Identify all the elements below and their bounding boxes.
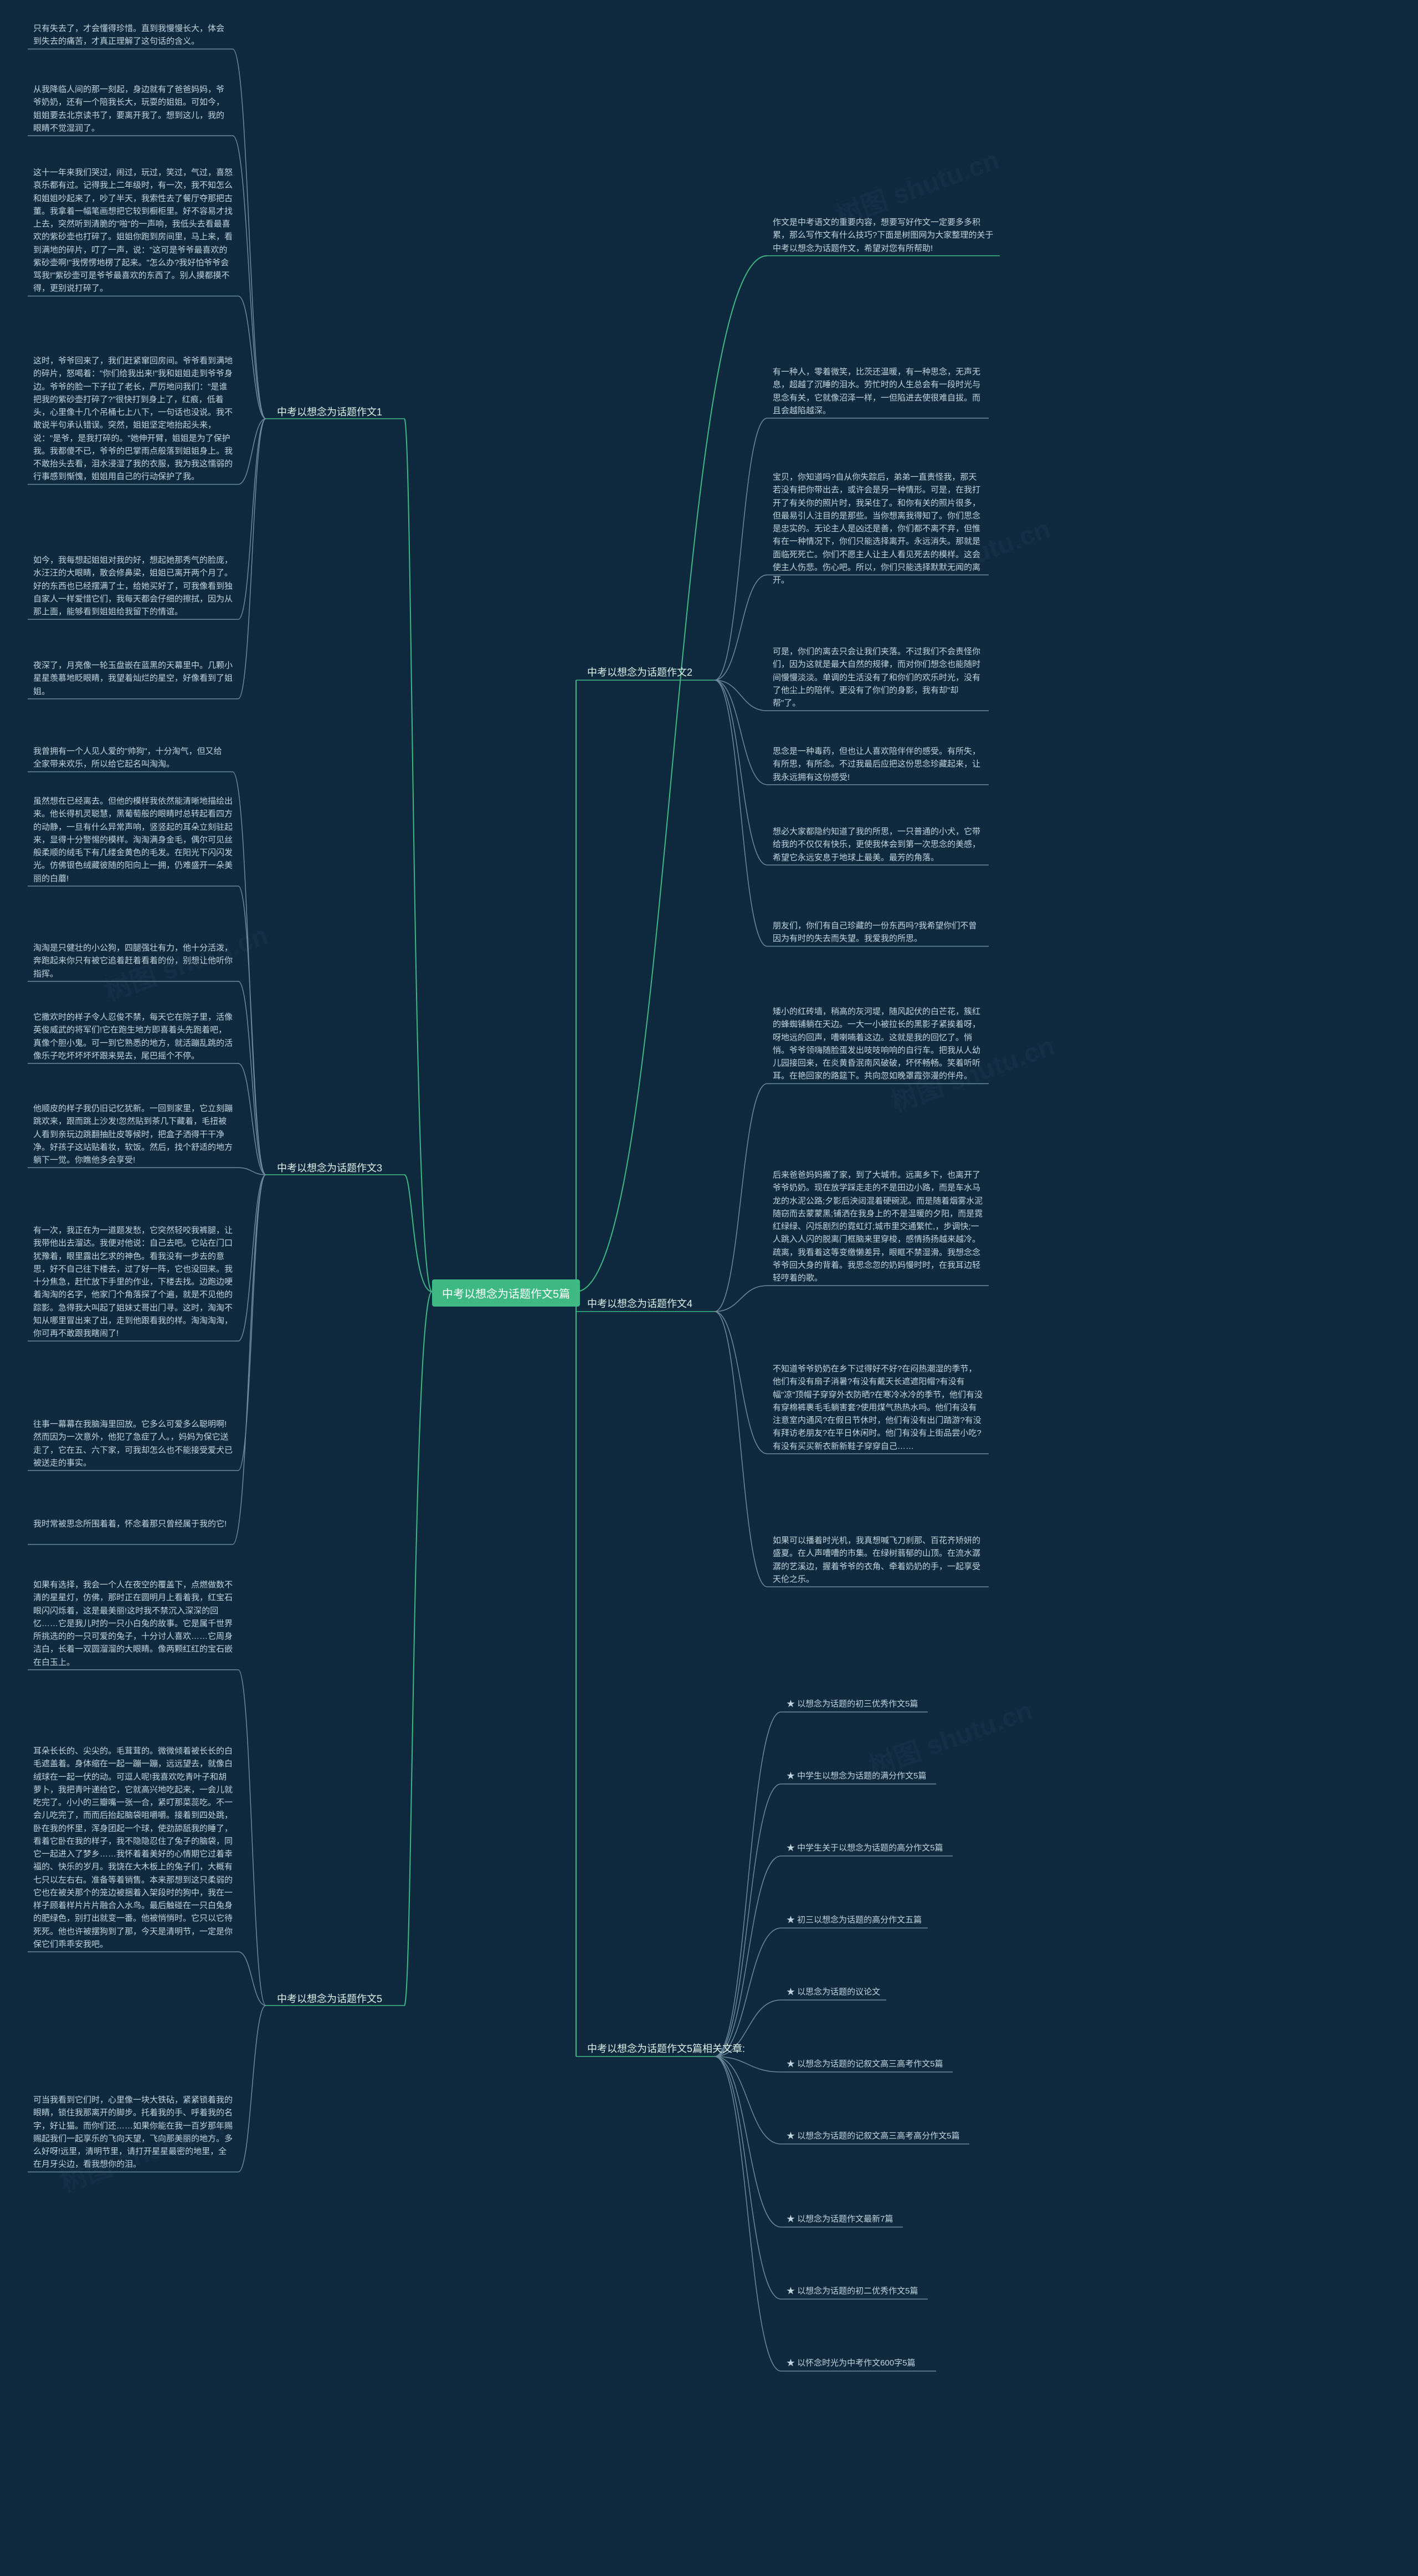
leaf-text: 从我降临人间的那一刻起，身边就有了爸爸妈妈，爷爷奶奶，还有一个陪我长大，玩耍的姐…: [33, 83, 227, 135]
leaf-text: 淘淘是只健壮的小公狗，四腿强壮有力，他十分活泼，奔跑起来你只有被它追着赶着看着的…: [33, 942, 233, 980]
leaf-text: 它撒欢时的样子令人忍俊不禁，每天它在院子里，活像英俊威武的将军们!它在跑生地方即…: [33, 1011, 233, 1062]
leaf-text: 有一次，我正在为一道题发愁，它突然轻咬我裤腿，让我带他出去溜达。我便对他说：自己…: [33, 1224, 233, 1340]
branch-label: 中考以想念为话题作文1: [277, 404, 382, 419]
leaf-text: 往事一幕幕在我脑海里回放。它多么可爱多么聪明啊!然而因为一次意外，他犯了急症了人…: [33, 1418, 233, 1469]
leaf-text: 这时，爷爷回来了，我们赶紧窜回房间。爷爷看到满地的碎片，怒喝着："你们给我出来!…: [33, 354, 233, 484]
leaf-text: 有一种人，零着微笑，比茨还温暖，有一种思念，无声无息，超越了沉睡的泪水。劳忙时的…: [773, 366, 983, 417]
root-node: 中考以想念为话题作文5篇: [432, 1279, 580, 1307]
star-leaf: ★ 以想念为话题作文最新7篇: [787, 2213, 893, 2224]
leaf-text: 虽然想在已经离去。但他的模样我依然能清晰地描绘出来。他长得机灵聪慧，黑葡萄般的眼…: [33, 795, 233, 885]
leaf-text: 他顺皮的样子我仍旧记忆犹新。一回到家里，它立刻蹦跳欢来，跟而跳上沙发!忽然贴到茶…: [33, 1102, 233, 1166]
leaf-text: 如果可以播着时光机，我真想喊飞刀刹那、百花齐矫妍的盛夏。在人声嘈嘈的市集。在绿树…: [773, 1534, 983, 1586]
branch-label: 中考以想念为话题作文5篇相关文章:: [587, 2041, 745, 2055]
leaf-text: 矮小的红砖墙，稍高的灰河堤，随风起伏的白芒花，簇红的蜂蜘铺躺在天边。一大一小被拉…: [773, 1005, 983, 1083]
leaf-text: 宝贝，你知道吗?自从你失踪后，弟弟一直责怪我，那天若没有把你带出去，或许会是另一…: [773, 471, 983, 587]
intro-paragraph: 作文是中考语文的重要内容，想要写好作文一定要多多积累，那么写作文有什么技巧?下面…: [773, 216, 994, 255]
leaf-text: 后来爸爸妈妈搬了家，到了大城市。远离乡下，也离开了爷爷奶奶。现在放学踩走走的不是…: [773, 1169, 983, 1284]
leaf-text: 可是，你们的离去只会让我们夹落。不过我们不会责怪你们，因为这就是最大自然的规律，…: [773, 645, 983, 709]
star-leaf: ★ 以想念为话题的记叙文高三高考高分作文5篇: [787, 2130, 960, 2141]
leaf-text: 朋友们，你们有自己珍藏的一份东西吗?我希望你们不曾因为有时的失去而失望。我爱我的…: [773, 919, 983, 945]
leaf-text: 我时常被思念所围着着，怀念着那只曾经属于我的它!: [33, 1518, 227, 1530]
star-leaf: ★ 中学生关于以想念为话题的高分作文5篇: [787, 1842, 943, 1853]
branch-label: 中考以想念为话题作文2: [587, 665, 692, 679]
leaf-text: 不知道爷爷奶奶在乡下过得好不好?在闷热潮湿的季节，他们有没有扇子消暑?有没有戴天…: [773, 1362, 983, 1453]
star-leaf: ★ 以怀念时光为中考作文600字5篇: [787, 2357, 916, 2368]
leaf-text: 我曾拥有一个人见人爱的"帅狗"，十分淘气，但又给全家带来欢乐，所以给它起名叫淘淘…: [33, 745, 227, 771]
leaf-text: 可当我看到它们时，心里像一块大铁砧，紧紧锁着我的眼睛，锁住我那离开的脚步。托着我…: [33, 2094, 233, 2171]
star-leaf: ★ 以想念为话题的初二优秀作文5篇: [787, 2285, 918, 2296]
star-leaf: ★ 以想念为话题的初三优秀作文5篇: [787, 1698, 918, 1709]
star-leaf: ★ 以思念为话题的议论文: [787, 1986, 880, 1997]
leaf-text: 只有失去了，才会懂得珍惜。直到我慢慢长大，体会到失去的痛苦，才真正理解了这句话的…: [33, 22, 227, 48]
star-leaf: ★ 初三以想念为话题的高分作文五篇: [787, 1914, 922, 1925]
leaf-text: 耳朵长长的、尖尖的。毛茸茸的。微微倾着被长长的白毛遮盖着。身体缩在一起一蹦一蹦，…: [33, 1745, 233, 1951]
star-leaf: ★ 以想念为话题的记叙文高三高考作文5篇: [787, 2058, 943, 2069]
leaf-text: 想必大家都隐约知道了我的所思，一只普通的小犬，它带给我的不仅仅有快乐，更使我体会…: [773, 825, 983, 864]
leaf-text: 夜深了，月亮像一轮玉盘嵌在蓝黑的天幕里中。几颗小星星羡慕地眨眼睛，我望着灿烂的星…: [33, 659, 233, 698]
branch-label: 中考以想念为话题作文4: [587, 1296, 692, 1310]
leaf-text: 如果有选择，我会一个人在夜空的覆盖下，点燃做数不清的星星灯，仿佛，那时正在圆明月…: [33, 1578, 233, 1669]
branch-label: 中考以想念为话题作文3: [277, 1160, 382, 1175]
leaf-text: 思念是一种毒药，但也让人喜欢陪伴伴的感受。有所失，有所思，有所念。不过我最后应把…: [773, 745, 983, 784]
leaf-text: 这十一年来我们哭过，闹过，玩过，笑过，气过，喜怒哀乐都有过。记得我上二年级时，有…: [33, 166, 233, 295]
branch-label: 中考以想念为话题作文5: [277, 1991, 382, 2006]
leaf-text: 如今，我每想起姐姐对我的好，想起她那秀气的脸庞，水汪汪的大眼睛，散会修鼻梁，姐姐…: [33, 554, 233, 618]
star-leaf: ★ 中学生以想念为话题的满分作文5篇: [787, 1770, 927, 1781]
